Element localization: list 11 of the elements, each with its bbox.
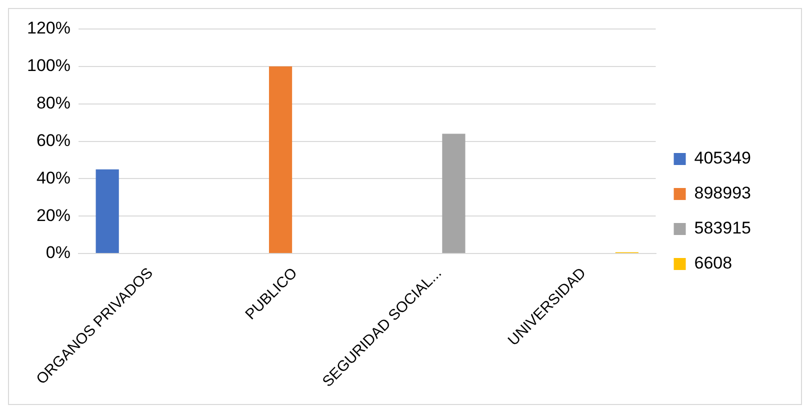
y-tick-label: 20% [36,206,70,225]
legend-label: 583915 [694,218,752,238]
y-tick-label: 120% [26,18,70,38]
y-tick-label: 40% [36,168,70,188]
legend-label: 6608 [694,254,732,273]
y-tick-label: 60% [36,130,70,150]
y-tick-label: 100% [26,56,70,76]
legend-label: 405349 [694,148,752,168]
legend-label: 898993 [694,184,752,203]
y-tick-label: 80% [36,94,70,113]
y-tick-label: 0% [46,243,70,262]
